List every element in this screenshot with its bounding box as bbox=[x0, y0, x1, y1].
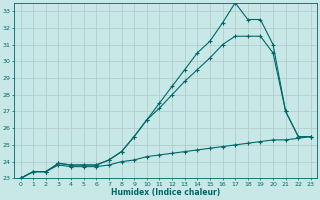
X-axis label: Humidex (Indice chaleur): Humidex (Indice chaleur) bbox=[111, 188, 220, 197]
